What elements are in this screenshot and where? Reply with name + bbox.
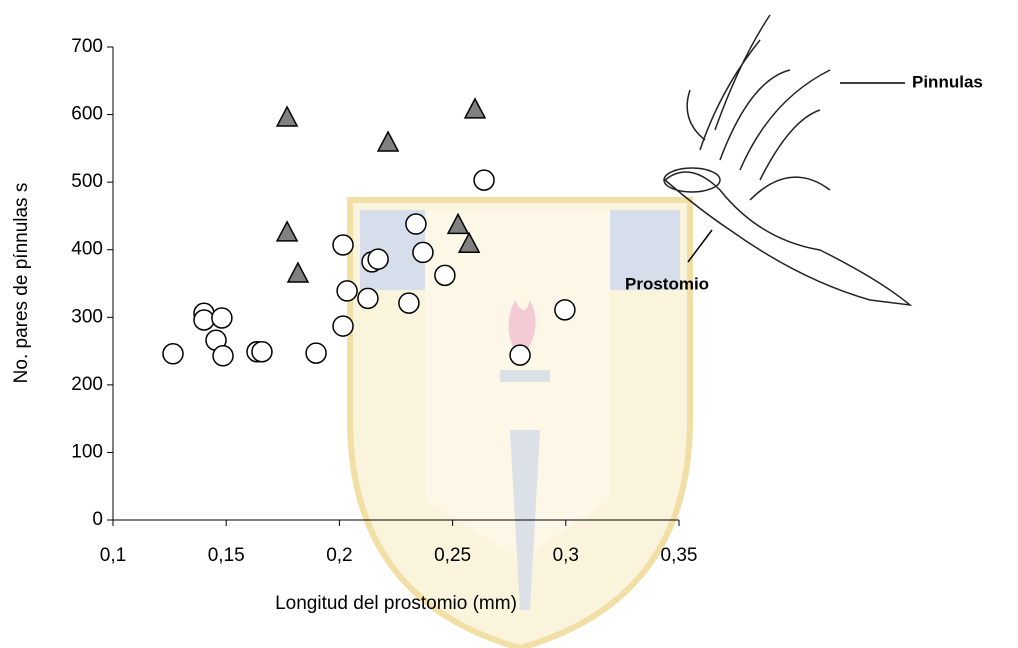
illustration [664,15,910,305]
point [337,281,357,301]
y-tick-label: 200 [71,374,103,395]
y-tick-label: 300 [71,306,103,327]
chart: Pinnulas Prostomio Longitud del prostomi… [0,0,1018,648]
y-axis-title: No. pares de pínnulas s [11,183,32,384]
x-tick-label: 0,1 [100,545,126,566]
point [333,235,353,255]
x-tick-label: 0,2 [326,545,352,566]
point [413,242,433,262]
point [163,344,183,364]
annotation: Pinnulas [912,72,983,91]
point [435,265,455,285]
x-tick-label: 0,3 [553,545,579,566]
point [252,342,272,362]
point [194,310,214,330]
point [378,132,398,151]
point [277,107,297,126]
annotation: Prostomio [625,274,709,293]
point [368,249,388,269]
y-tick-label: 400 [71,239,103,260]
point [358,288,378,308]
point [555,300,575,320]
point [465,99,485,118]
watermark [350,200,690,648]
y-tick-label: 100 [71,441,103,462]
x-tick-label: 0,25 [434,545,471,566]
point [399,293,419,313]
x-axis-title: Longitud del prostomio (mm) [275,593,517,614]
point [277,222,297,241]
x-tick-label: 0,35 [661,545,698,566]
y-tick-label: 600 [71,104,103,125]
point [406,214,426,234]
x-tick-label: 0,15 [208,545,245,566]
point [510,345,530,365]
point [474,170,494,190]
point [333,316,353,336]
y-tick-label: 0 [92,509,103,530]
point [212,308,232,328]
point [306,343,326,363]
y-tick-label: 500 [71,171,103,192]
y-tick-label: 700 [71,36,103,57]
point [288,263,308,282]
point [213,346,233,366]
